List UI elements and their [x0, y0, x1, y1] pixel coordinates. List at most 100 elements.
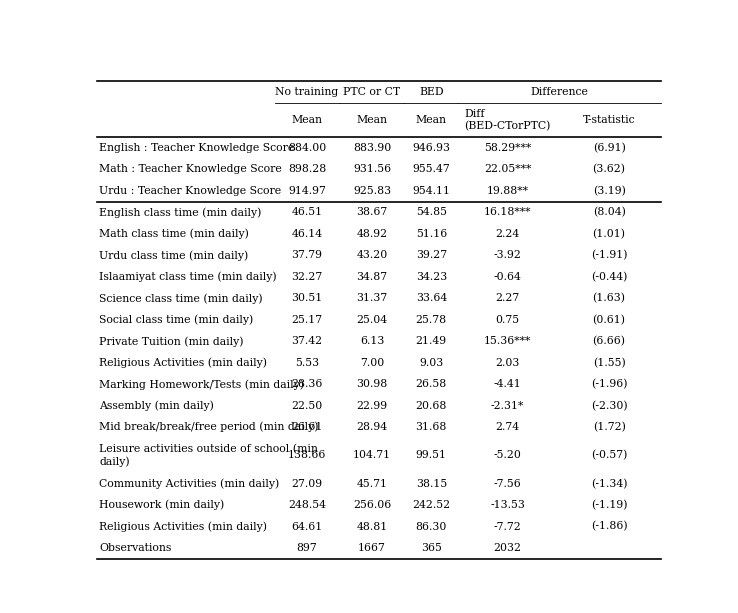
Text: 37.79: 37.79: [292, 250, 323, 261]
Text: 27.09: 27.09: [292, 479, 323, 489]
Text: Private Tuition (min daily): Private Tuition (min daily): [99, 336, 244, 346]
Text: (-0.57): (-0.57): [591, 451, 627, 460]
Text: 925.83: 925.83: [353, 186, 391, 196]
Text: (6.66): (6.66): [593, 336, 626, 346]
Text: T-statistic: T-statistic: [583, 115, 635, 125]
Text: 99.51: 99.51: [415, 451, 446, 460]
Text: (6.91): (6.91): [593, 143, 626, 153]
Text: Math : Teacher Knowledge Score: Math : Teacher Knowledge Score: [99, 164, 282, 175]
Text: 6.13: 6.13: [360, 337, 384, 346]
Text: -7.72: -7.72: [494, 522, 521, 531]
Text: (-2.30): (-2.30): [591, 400, 627, 411]
Text: 365: 365: [421, 543, 442, 553]
Text: 86.30: 86.30: [415, 522, 447, 531]
Text: 28.36: 28.36: [292, 379, 323, 389]
Text: 2.27: 2.27: [495, 294, 520, 303]
Text: 883.90: 883.90: [353, 143, 391, 153]
Text: 31.68: 31.68: [415, 422, 447, 432]
Text: 64.61: 64.61: [292, 522, 323, 531]
Text: 26.61: 26.61: [292, 422, 323, 432]
Text: BED: BED: [419, 87, 444, 97]
Text: 9.03: 9.03: [419, 358, 444, 368]
Text: 38.15: 38.15: [415, 479, 447, 489]
Text: (8.04): (8.04): [593, 207, 626, 218]
Text: 22.50: 22.50: [292, 401, 323, 411]
Text: Social class time (min daily): Social class time (min daily): [99, 314, 253, 325]
Text: (-1.86): (-1.86): [591, 522, 627, 531]
Text: 1667: 1667: [358, 543, 386, 553]
Text: English class time (min daily): English class time (min daily): [99, 207, 261, 218]
Text: -7.56: -7.56: [494, 479, 521, 489]
Text: (1.72): (1.72): [593, 422, 626, 432]
Text: 931.56: 931.56: [353, 164, 391, 175]
Text: Science class time (min daily): Science class time (min daily): [99, 293, 263, 303]
Text: Religious Activities (min daily): Religious Activities (min daily): [99, 521, 267, 532]
Text: Leisure activities outside of school (min
daily): Leisure activities outside of school (mi…: [99, 444, 318, 466]
Text: Marking Homework/Tests (min daily): Marking Homework/Tests (min daily): [99, 379, 304, 389]
Text: 5.53: 5.53: [295, 358, 319, 368]
Text: (1.01): (1.01): [593, 229, 626, 239]
Text: (1.55): (1.55): [593, 357, 626, 368]
Text: (1.63): (1.63): [593, 293, 626, 303]
Text: 37.42: 37.42: [292, 337, 323, 346]
Text: 242.52: 242.52: [413, 500, 450, 510]
Text: 104.71: 104.71: [353, 451, 391, 460]
Text: 32.27: 32.27: [292, 272, 323, 282]
Text: -5.20: -5.20: [494, 451, 522, 460]
Text: 898.28: 898.28: [288, 164, 326, 175]
Text: -3.92: -3.92: [494, 250, 522, 261]
Text: Religious Activities (min daily): Religious Activities (min daily): [99, 357, 267, 368]
Text: 256.06: 256.06: [353, 500, 391, 510]
Text: 19.88**: 19.88**: [486, 186, 528, 196]
Text: 2.74: 2.74: [495, 422, 520, 432]
Text: Mean: Mean: [292, 115, 323, 125]
Text: 30.51: 30.51: [292, 294, 323, 303]
Text: 38.67: 38.67: [356, 207, 387, 218]
Text: 58.29***: 58.29***: [484, 143, 531, 153]
Text: Assembly (min daily): Assembly (min daily): [99, 400, 214, 411]
Text: 46.14: 46.14: [292, 229, 323, 239]
Text: 7.00: 7.00: [360, 358, 384, 368]
Text: 48.92: 48.92: [356, 229, 387, 239]
Text: Housework (min daily): Housework (min daily): [99, 500, 224, 511]
Text: -0.64: -0.64: [494, 272, 522, 282]
Text: 2.24: 2.24: [495, 229, 520, 239]
Text: Difference: Difference: [531, 87, 589, 97]
Text: -2.31*: -2.31*: [491, 401, 524, 411]
Text: (3.62): (3.62): [593, 164, 626, 175]
Text: (-1.96): (-1.96): [591, 379, 627, 389]
Text: 39.27: 39.27: [415, 250, 447, 261]
Text: Mean: Mean: [356, 115, 387, 125]
Text: Diff
(BED-CTorPTC): Diff (BED-CTorPTC): [464, 109, 551, 131]
Text: Urdu : Teacher Knowledge Score: Urdu : Teacher Knowledge Score: [99, 186, 281, 196]
Text: 28.94: 28.94: [356, 422, 387, 432]
Text: 46.51: 46.51: [292, 207, 323, 218]
Text: 20.68: 20.68: [415, 401, 447, 411]
Text: 884.00: 884.00: [288, 143, 326, 153]
Text: 15.36***: 15.36***: [484, 337, 531, 346]
Text: 34.87: 34.87: [356, 272, 387, 282]
Text: 25.17: 25.17: [292, 315, 323, 325]
Text: 51.16: 51.16: [415, 229, 447, 239]
Text: 48.81: 48.81: [356, 522, 387, 531]
Text: Mean: Mean: [415, 115, 446, 125]
Text: -13.53: -13.53: [490, 500, 525, 510]
Text: (-1.19): (-1.19): [591, 500, 627, 510]
Text: (-1.91): (-1.91): [591, 250, 627, 261]
Text: 34.23: 34.23: [415, 272, 447, 282]
Text: (-1.34): (-1.34): [591, 479, 627, 489]
Text: 897: 897: [297, 543, 317, 553]
Text: 26.58: 26.58: [415, 379, 447, 389]
Text: 0.75: 0.75: [495, 315, 520, 325]
Text: 946.93: 946.93: [413, 143, 450, 153]
Text: -4.41: -4.41: [494, 379, 521, 389]
Text: 914.97: 914.97: [288, 186, 326, 196]
Text: 248.54: 248.54: [288, 500, 326, 510]
Text: Urdu class time (min daily): Urdu class time (min daily): [99, 250, 249, 261]
Text: English : Teacher Knowledge Score: English : Teacher Knowledge Score: [99, 143, 294, 153]
Text: 138.66: 138.66: [288, 451, 326, 460]
Text: (-0.44): (-0.44): [591, 272, 627, 282]
Text: 54.85: 54.85: [415, 207, 446, 218]
Text: (3.19): (3.19): [593, 186, 626, 196]
Text: 45.71: 45.71: [356, 479, 387, 489]
